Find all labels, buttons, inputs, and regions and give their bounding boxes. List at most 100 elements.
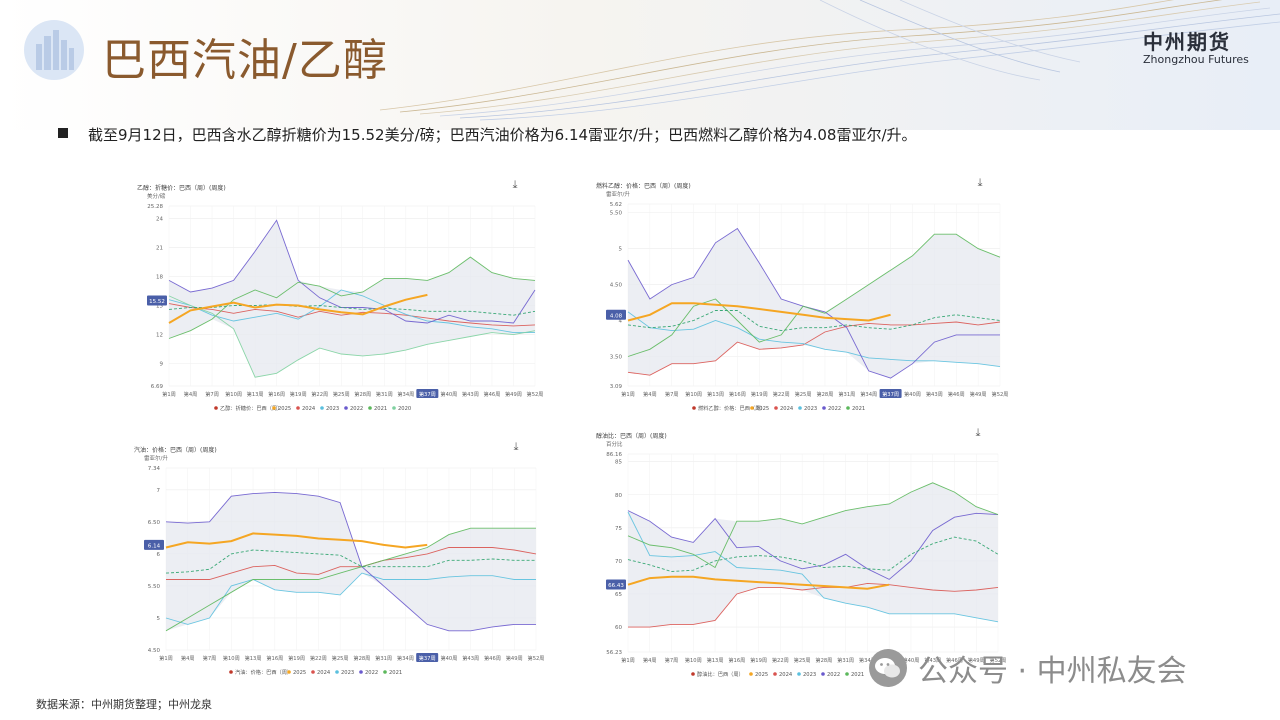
- x-tick-label: 第28周: [353, 654, 370, 662]
- highlight-tick-badge: [416, 389, 439, 398]
- y-tick-label: 5: [619, 247, 623, 253]
- y-tick-label: 56.23: [606, 650, 622, 656]
- x-tick-label: 第43周: [462, 390, 479, 398]
- x-tick-label: 第7周: [203, 654, 217, 662]
- legend-entry: 2025: [278, 406, 291, 412]
- series-line-2025: [627, 575, 890, 590]
- x-tick-label: 第19周: [750, 656, 767, 664]
- chart-ethanol-sugar: 乙醇：折糖价：巴西（周）(周度)美分/磅 ⤓ 25.28 24 21 18 15 12 9 6.6…: [133, 176, 543, 416]
- x-tick-label: 第43周: [462, 654, 479, 662]
- page-title: 巴西汽油/乙醇: [102, 35, 388, 86]
- x-tick-label: 第1周: [159, 654, 173, 662]
- series-line-2021: [627, 482, 999, 569]
- series-line-2025: [168, 293, 428, 324]
- x-tick-label: 第4周: [643, 656, 657, 664]
- x-tick-label: 第28周: [815, 656, 832, 664]
- x-tick-label: 第40周: [440, 390, 457, 398]
- x-tick-label: 第13周: [245, 654, 262, 662]
- x-tick-label: 第49周: [505, 390, 522, 398]
- x-tick-label: 第40周: [904, 390, 921, 398]
- current-value-badge: [606, 579, 626, 590]
- legend-entry: 2022: [365, 670, 378, 676]
- x-tick-label: 第7周: [665, 390, 679, 398]
- x-tick-label: 第31周: [837, 656, 854, 664]
- series-line-2022: [627, 510, 999, 580]
- legend-entry: 2024: [779, 672, 793, 678]
- x-tick-label: 第19周: [751, 390, 768, 398]
- legend-entry: 2023: [341, 670, 354, 676]
- y-tick-label: 6.50: [148, 520, 161, 526]
- legend-entry: 乙醇：折糖价：巴西（周）: [220, 404, 282, 412]
- y-tick-label: 24: [156, 216, 163, 222]
- series-line-2024: [627, 321, 1001, 376]
- legend-marker: [774, 406, 778, 410]
- legend-marker: [846, 406, 850, 410]
- y-tick-label: 25.28: [147, 204, 163, 210]
- y-axis-label: 雷亚尔/升: [606, 190, 630, 198]
- legend-marker: [287, 670, 291, 674]
- y-tick-label: 5.62: [610, 202, 622, 208]
- legend-marker: [845, 672, 849, 676]
- legend-entry: 2021: [374, 406, 387, 412]
- series-average-line: [165, 549, 536, 574]
- x-tick-label: 第25周: [794, 656, 811, 664]
- legend-marker: [335, 670, 339, 674]
- x-tick-label: 第52周: [527, 390, 543, 398]
- x-tick-label: 第10周: [225, 390, 242, 398]
- x-tick-label: 第46周: [948, 390, 965, 398]
- series-line-2021: [627, 233, 1001, 357]
- legend-entry: 燃料乙醇：价格：巴西（周）: [698, 404, 765, 412]
- legend-marker: [272, 406, 276, 410]
- chart-fuel-ethanol: 燃料乙醇：价格：巴西（周）(周度)雷亚尔/升 ⤓ 5.62 5.50 5 4.50 4 3.5…: [592, 174, 1008, 416]
- current-value-badge: [606, 309, 626, 320]
- range-band: [628, 482, 998, 628]
- y-tick-label: 7.34: [148, 466, 161, 472]
- y-tick-label: 18: [156, 274, 163, 280]
- download-icon: ⤓: [976, 426, 981, 439]
- x-tick-label: 第1周: [162, 390, 176, 398]
- legend-marker: [368, 406, 372, 410]
- legend-entry: 2024: [317, 670, 331, 676]
- legend-entry: 2022: [828, 406, 841, 412]
- x-tick-label: 第19周: [290, 390, 307, 398]
- x-tick-label: 第46周: [484, 654, 501, 662]
- x-tick-label: 第31周: [376, 390, 393, 398]
- series-line-2023: [165, 572, 536, 625]
- x-tick-label: 第28周: [354, 390, 371, 398]
- x-tick-label: 第31周: [838, 390, 855, 398]
- series-line-2025: [627, 302, 891, 322]
- y-axis-label: 雷亚尔/升: [144, 454, 168, 462]
- legend-entry: 2025: [293, 670, 306, 676]
- x-tick-label: 第22周: [310, 654, 327, 662]
- legend-entry: 醇油比：巴西（周）: [697, 670, 744, 678]
- current-value-label: 15.52: [149, 299, 165, 305]
- y-tick-label: 7: [157, 488, 161, 494]
- x-tick-label: 第34周: [397, 654, 414, 662]
- x-tick-label: 第10周: [685, 656, 702, 664]
- x-tick-label: 第40周: [902, 656, 919, 664]
- legend-marker: [821, 672, 825, 676]
- series-average-line: [627, 536, 999, 572]
- chart-gasoline: 汽油：价格：巴西（周）(周度)雷亚尔/升 ⤓ 7.34 7 6.50 6 5.50 5 4.50…: [130, 438, 544, 680]
- chart-title: 燃料乙醇：价格：巴西（周）(周度): [596, 182, 691, 190]
- x-tick-label: 第46周: [483, 390, 500, 398]
- y-tick-label: 5.50: [610, 211, 623, 217]
- chart-title: 醇油比：巴西（周）(周度): [596, 432, 667, 440]
- y-tick-label: 15: [156, 304, 163, 310]
- y-tick-label: 5: [157, 616, 161, 622]
- x-tick-label: 第22周: [772, 656, 789, 664]
- y-tick-label: 12: [156, 333, 163, 339]
- summary-text: 截至9月12日，巴西含水乙醇折糖价为15.52美分/磅；巴西汽油价格为6.14雷…: [88, 126, 917, 144]
- legend-marker: [692, 406, 696, 410]
- x-tick-label: 第7周: [205, 390, 219, 398]
- download-icon: ⤓: [513, 178, 518, 191]
- x-tick-label: 第4周: [184, 390, 198, 398]
- x-tick-label: 第37周: [882, 390, 899, 398]
- range-band: [169, 220, 535, 378]
- y-tick-label: 60: [615, 625, 622, 631]
- legend-marker: [311, 670, 315, 674]
- x-tick-label: 第13周: [707, 390, 724, 398]
- x-tick-label: 第52周: [528, 654, 544, 662]
- legend-marker: [229, 670, 233, 674]
- legend-entry: 2025: [755, 672, 768, 678]
